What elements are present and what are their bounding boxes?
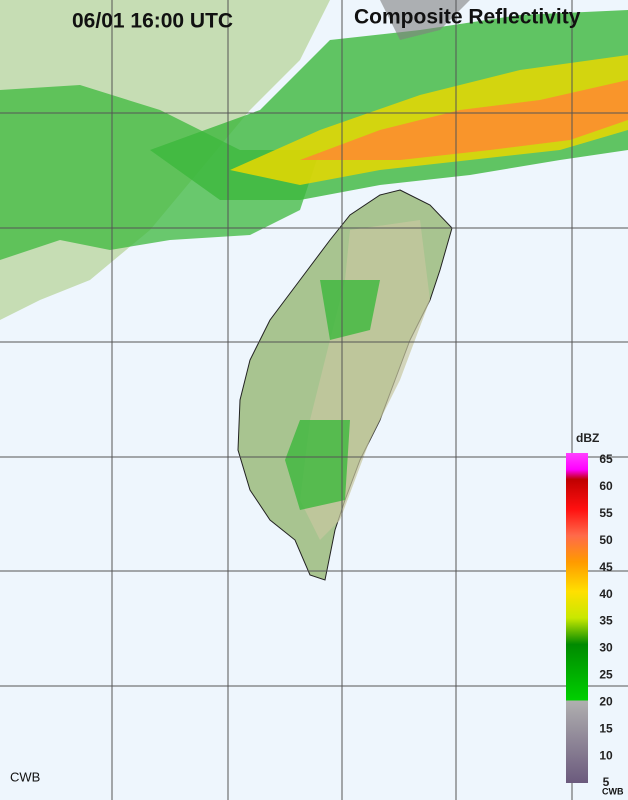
echo-green (0, 85, 320, 260)
color-bar (566, 453, 588, 783)
legend-tick-label: 35 (599, 614, 613, 628)
legend-unit: dBZ (576, 431, 599, 445)
legend-tick-label: 60 (599, 479, 613, 493)
echo-orange (300, 80, 628, 160)
timestamp: 06/01 16:00 UTC (72, 10, 233, 33)
echo-gray (380, 0, 470, 40)
legend-tick-label: 20 (599, 694, 613, 708)
legend-tick-label: 10 (599, 748, 613, 762)
legend-tick-label: 65 (599, 452, 613, 466)
legend-tick-label: 45 (599, 560, 613, 574)
echo-land (285, 280, 380, 510)
legend-tick-label: 5 (603, 775, 610, 789)
legend-tick-label: 25 (599, 668, 613, 682)
legend-tick-label: 40 (599, 587, 613, 601)
legend-tick-label: 55 (599, 506, 613, 520)
credit: CWB (10, 769, 40, 784)
legend-tick-label: 50 (599, 533, 613, 547)
legend-tick-label: 15 (599, 721, 613, 735)
title: Composite Reflectivity (354, 6, 581, 29)
legend-source: CWB (602, 786, 624, 796)
legend-tick-label: 30 (599, 641, 613, 655)
